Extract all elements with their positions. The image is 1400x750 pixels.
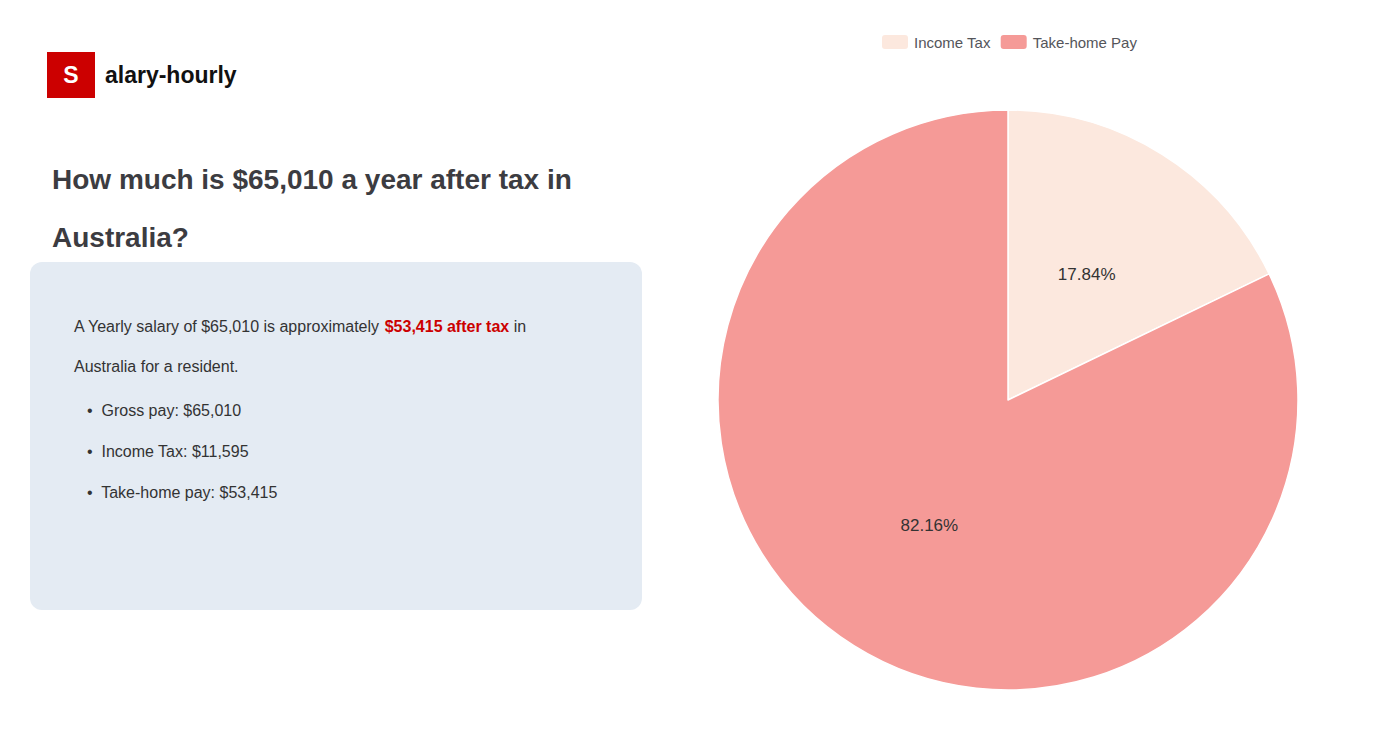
svg-text:• Take-home pay: $53,415: • Take-home pay: $53,415: [87, 484, 277, 501]
svg-text:in: in: [509, 318, 526, 335]
svg-text:Take-home Pay: Take-home Pay: [1033, 34, 1138, 51]
svg-text:Income Tax: Income Tax: [914, 34, 991, 51]
svg-text:A Yearly salary of $65,010 is: A Yearly salary of $65,010 is approximat…: [74, 318, 384, 335]
svg-text:17.84%: 17.84%: [1058, 265, 1116, 284]
svg-text:Australia?: Australia?: [52, 222, 189, 253]
svg-text:82.16%: 82.16%: [900, 516, 958, 535]
svg-text:How much is $65,010 a year aft: How much is $65,010 a year after tax in: [52, 164, 572, 195]
svg-text:alary-hourly: alary-hourly: [105, 62, 237, 88]
svg-text:S: S: [63, 62, 78, 88]
svg-text:• Gross pay: $65,010: • Gross pay: $65,010: [87, 402, 241, 419]
svg-text:Australia for a resident.: Australia for a resident.: [74, 358, 239, 375]
svg-text:$53,415 after tax: $53,415 after tax: [385, 318, 510, 335]
svg-text:• Income Tax: $11,595: • Income Tax: $11,595: [87, 443, 249, 460]
